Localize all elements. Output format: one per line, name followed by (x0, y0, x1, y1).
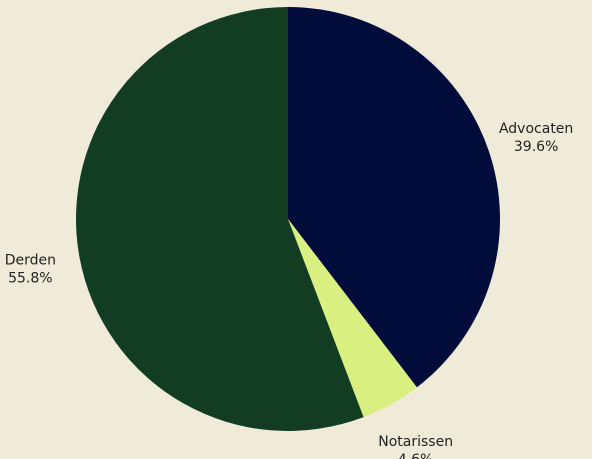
slice-label: Derden (5, 252, 56, 268)
pie-slice-notarissen (288, 219, 417, 418)
slice-percent-label: 4.6% (398, 452, 434, 459)
slice-percent-label: 39.6% (514, 139, 558, 155)
pie-slice-advocaten (288, 7, 501, 388)
slice-label-group: Advocaten 39.6% (499, 121, 573, 155)
slice-percent-label: 55.8% (8, 270, 52, 286)
slice-label: Notarissen (378, 434, 453, 450)
slice-label-group: Derden 55.8% (5, 252, 56, 286)
slice-label: Advocaten (499, 121, 573, 137)
slice-label-group: Notarissen 4.6% (378, 434, 453, 459)
pie-slice-derden (76, 7, 364, 431)
